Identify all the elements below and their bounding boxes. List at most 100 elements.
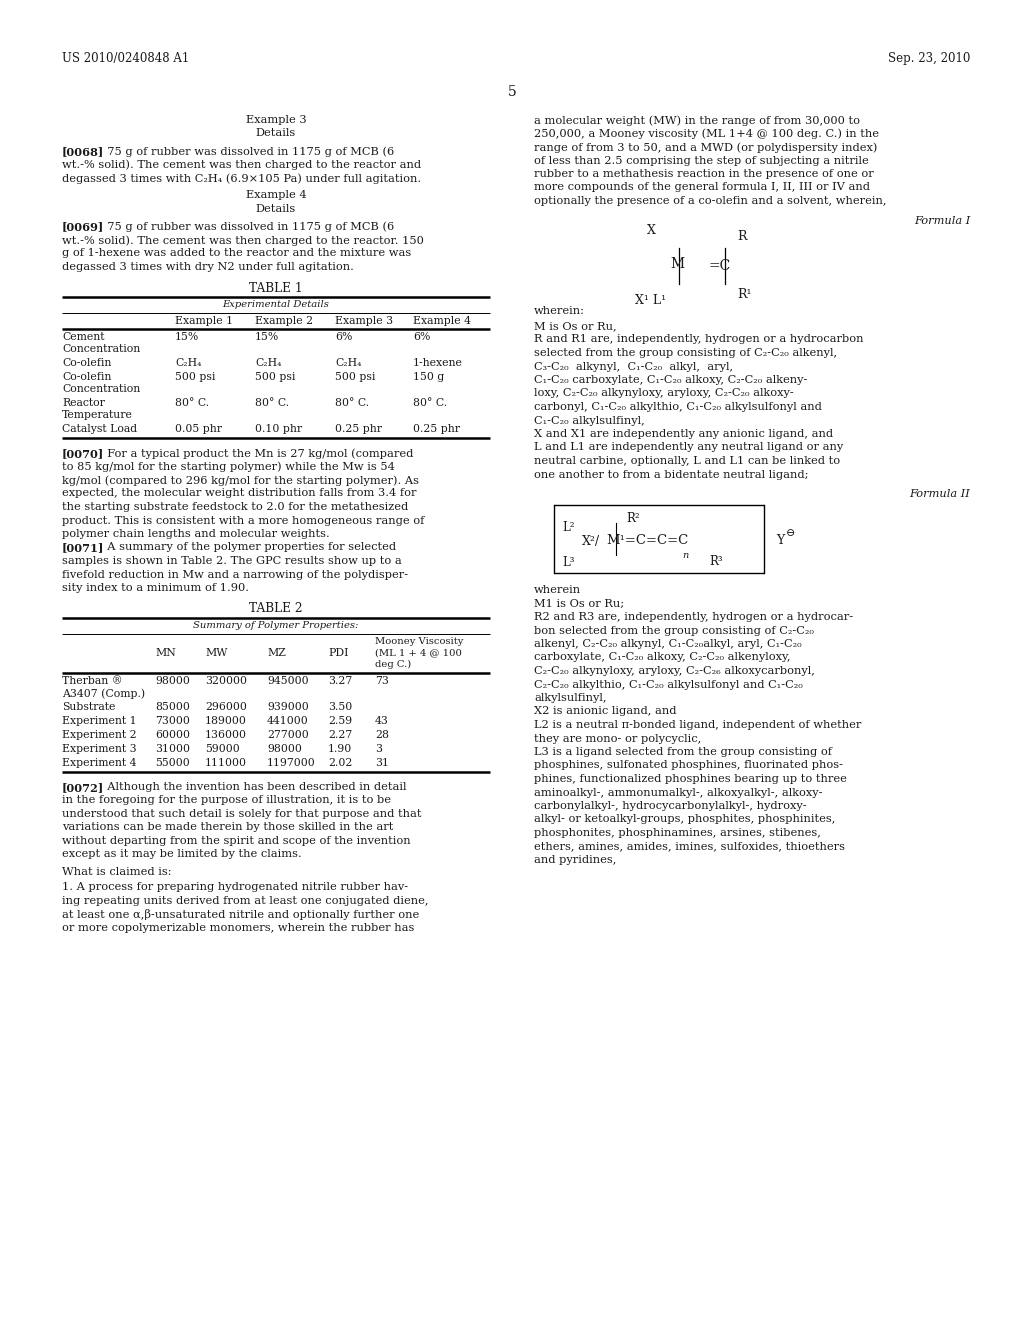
Text: C₁-C₂₀ carboxylate, C₁-C₂₀ alkoxy, C₂-C₂₀ alkeny-: C₁-C₂₀ carboxylate, C₁-C₂₀ alkoxy, C₂-C₂… <box>534 375 807 385</box>
Text: samples is shown in Table 2. The GPC results show up to a: samples is shown in Table 2. The GPC res… <box>62 556 401 566</box>
Text: [0069]: [0069] <box>62 222 104 232</box>
Text: US 2010/0240848 A1: US 2010/0240848 A1 <box>62 51 189 65</box>
Text: wt.-% solid). The cement was then charged to the reactor. 150: wt.-% solid). The cement was then charge… <box>62 235 424 246</box>
Text: X and X1 are independently any anionic ligand, and: X and X1 are independently any anionic l… <box>534 429 834 440</box>
Text: except as it may be limited by the claims.: except as it may be limited by the claim… <box>62 850 302 859</box>
Text: 73: 73 <box>375 676 389 686</box>
Text: C₂H₄: C₂H₄ <box>255 358 282 368</box>
Text: Although the invention has been described in detail: Although the invention has been describe… <box>100 781 407 792</box>
Text: product. This is consistent with a more homogeneous range of: product. This is consistent with a more … <box>62 516 424 525</box>
Text: R2 and R3 are, independently, hydrogen or a hydrocar-: R2 and R3 are, independently, hydrogen o… <box>534 612 853 622</box>
Text: one another to from a bidentate neutral ligand;: one another to from a bidentate neutral … <box>534 470 809 479</box>
Text: they are mono- or polycyclic,: they are mono- or polycyclic, <box>534 734 701 743</box>
Text: MZ: MZ <box>267 648 286 657</box>
Text: 6%: 6% <box>413 333 430 342</box>
Text: 250,000, a Mooney viscosity (ML 1+4 @ 100 deg. C.) in the: 250,000, a Mooney viscosity (ML 1+4 @ 10… <box>534 128 879 139</box>
Text: Co-olefin: Co-olefin <box>62 372 112 381</box>
Text: Therban ®: Therban ® <box>62 676 123 686</box>
Text: TABLE 1: TABLE 1 <box>249 281 303 294</box>
Text: ing repeating units derived from at least one conjugated diene,: ing repeating units derived from at leas… <box>62 896 428 906</box>
Text: 0.25 phr: 0.25 phr <box>335 424 382 434</box>
Text: =C: =C <box>709 259 731 272</box>
Text: 0.05 phr: 0.05 phr <box>175 424 222 434</box>
Text: A summary of the polymer properties for selected: A summary of the polymer properties for … <box>100 543 396 553</box>
Text: 0.25 phr: 0.25 phr <box>413 424 460 434</box>
Text: more compounds of the general formula I, II, III or IV and: more compounds of the general formula I,… <box>534 182 870 193</box>
Text: [0071]: [0071] <box>62 543 104 553</box>
Text: deg C.): deg C.) <box>375 660 412 668</box>
Text: 80° C.: 80° C. <box>175 399 209 408</box>
Text: Details: Details <box>256 205 296 214</box>
Text: Formula II: Formula II <box>909 488 970 499</box>
Text: 73000: 73000 <box>155 715 189 726</box>
Text: carboxylate, C₁-C₂₀ alkoxy, C₂-C₂₀ alkenyloxy,: carboxylate, C₁-C₂₀ alkoxy, C₂-C₂₀ alken… <box>534 652 791 663</box>
Text: loxy, C₂-C₂₀ alkynyloxy, aryloxy, C₂-C₂₀ alkoxy-: loxy, C₂-C₂₀ alkynyloxy, aryloxy, C₂-C₂₀… <box>534 388 794 399</box>
Text: 31: 31 <box>375 758 389 768</box>
Text: R²: R² <box>626 512 640 525</box>
Text: 80° C.: 80° C. <box>413 399 447 408</box>
Text: Y: Y <box>776 535 784 548</box>
Text: wherein: wherein <box>534 585 582 595</box>
Text: R: R <box>737 231 746 243</box>
Text: [0070]: [0070] <box>62 447 104 459</box>
Text: ethers, amines, amides, imines, sulfoxides, thioethers: ethers, amines, amides, imines, sulfoxid… <box>534 842 845 851</box>
Text: R¹: R¹ <box>737 288 752 301</box>
Text: L3 is a ligand selected from the group consisting of: L3 is a ligand selected from the group c… <box>534 747 831 756</box>
Text: 43: 43 <box>375 715 389 726</box>
Text: alkyl- or ketoalkyl-groups, phosphites, phosphinites,: alkyl- or ketoalkyl-groups, phosphites, … <box>534 814 836 825</box>
Text: R and R1 are, independently, hydrogen or a hydrocarbon: R and R1 are, independently, hydrogen or… <box>534 334 863 345</box>
Text: Reactor: Reactor <box>62 399 104 408</box>
Text: 296000: 296000 <box>205 702 247 711</box>
Text: at least one α,β-unsaturated nitrile and optionally further one: at least one α,β-unsaturated nitrile and… <box>62 909 419 920</box>
Text: PDI: PDI <box>328 648 348 657</box>
Text: ⊖: ⊖ <box>786 528 796 539</box>
Text: and pyridines,: and pyridines, <box>534 855 616 865</box>
Text: 31000: 31000 <box>155 744 190 754</box>
Text: phosphines, sulfonated phosphines, fluorinated phos-: phosphines, sulfonated phosphines, fluor… <box>534 760 843 771</box>
Text: sity index to a minimum of 1.90.: sity index to a minimum of 1.90. <box>62 583 249 593</box>
Text: TABLE 2: TABLE 2 <box>249 602 303 615</box>
Text: L2 is a neutral π-bonded ligand, independent of whether: L2 is a neutral π-bonded ligand, indepen… <box>534 719 861 730</box>
Text: Co-olefin: Co-olefin <box>62 358 112 368</box>
Text: alkenyl, C₂-C₂₀ alkynyl, C₁-C₂₀alkyl, aryl, C₁-C₂₀: alkenyl, C₂-C₂₀ alkynyl, C₁-C₂₀alkyl, ar… <box>534 639 802 649</box>
Text: neutral carbine, optionally, L and L1 can be linked to: neutral carbine, optionally, L and L1 ca… <box>534 455 840 466</box>
Text: 2.02: 2.02 <box>328 758 352 768</box>
Text: 111000: 111000 <box>205 758 247 768</box>
Text: without departing from the spirit and scope of the invention: without departing from the spirit and sc… <box>62 836 411 846</box>
Text: optionally the presence of a co-olefin and a solvent, wherein,: optionally the presence of a co-olefin a… <box>534 195 887 206</box>
Text: 3: 3 <box>375 744 382 754</box>
Text: Details: Details <box>256 128 296 139</box>
Text: polymer chain lengths and molecular weights.: polymer chain lengths and molecular weig… <box>62 529 330 539</box>
Text: 1197000: 1197000 <box>267 758 315 768</box>
Text: C₃-C₂₀  alkynyl,  C₁-C₂₀  alkyl,  aryl,: C₃-C₂₀ alkynyl, C₁-C₂₀ alkyl, aryl, <box>534 362 733 371</box>
Text: 945000: 945000 <box>267 676 308 686</box>
Text: MW: MW <box>205 648 227 657</box>
Text: 277000: 277000 <box>267 730 309 741</box>
Text: 136000: 136000 <box>205 730 247 741</box>
Text: What is claimed is:: What is claimed is: <box>62 867 171 876</box>
Text: [0068]: [0068] <box>62 147 104 157</box>
Text: wherein:: wherein: <box>534 305 585 315</box>
Text: L²: L² <box>562 521 574 535</box>
Text: Substrate: Substrate <box>62 702 116 711</box>
Text: 500 psi: 500 psi <box>335 372 376 381</box>
Text: 150 g: 150 g <box>413 372 444 381</box>
Text: L and L1 are independently any neutral ligand or any: L and L1 are independently any neutral l… <box>534 442 843 453</box>
Text: 80° C.: 80° C. <box>335 399 369 408</box>
Text: variations can be made therein by those skilled in the art: variations can be made therein by those … <box>62 822 393 833</box>
Text: [0072]: [0072] <box>62 781 104 793</box>
Text: 98000: 98000 <box>267 744 302 754</box>
Text: Temperature: Temperature <box>62 411 133 420</box>
Text: 2.27: 2.27 <box>328 730 352 741</box>
Text: 55000: 55000 <box>155 758 189 768</box>
Text: Experiment 1: Experiment 1 <box>62 715 136 726</box>
Text: X²/: X²/ <box>582 535 600 548</box>
Text: Mooney Viscosity: Mooney Viscosity <box>375 636 464 645</box>
Text: M: M <box>670 256 684 271</box>
Text: 1.90: 1.90 <box>328 744 352 754</box>
Text: R³: R³ <box>709 554 723 568</box>
Text: 1. A process for preparing hydrogenated nitrile rubber hav-: 1. A process for preparing hydrogenated … <box>62 883 409 892</box>
Text: Concentration: Concentration <box>62 345 140 354</box>
Text: 28: 28 <box>375 730 389 741</box>
Text: Example 3: Example 3 <box>335 315 393 326</box>
